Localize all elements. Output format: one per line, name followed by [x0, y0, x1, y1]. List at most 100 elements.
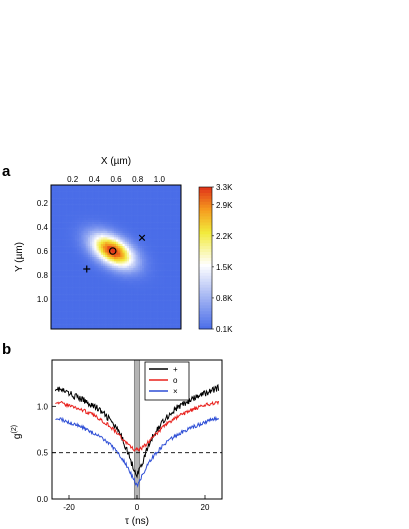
heatmap-cell [105, 185, 108, 188]
heatmap-cell [53, 187, 56, 190]
heatmap-cell [174, 315, 177, 319]
heatmap-cell [109, 298, 112, 301]
heatmap-cell [155, 195, 158, 199]
heatmap-cell [90, 313, 93, 317]
heatmap-cell [81, 265, 84, 269]
heatmap-cell [155, 239, 158, 243]
heatmap-cell [79, 246, 82, 249]
heatmap-cell [53, 274, 56, 277]
heatmap-cell [174, 215, 177, 219]
heatmap-cell [72, 248, 76, 251]
heatmap-cell [137, 309, 141, 312]
heatmap-cell [53, 278, 56, 282]
heatmap-cell [159, 254, 162, 258]
heatmap-cell [148, 289, 151, 293]
colorbar-segment [199, 219, 212, 223]
heatmap-cell [152, 261, 156, 264]
heatmap-cell [133, 259, 136, 262]
heatmap-cell [90, 281, 93, 284]
heatmap-cell [116, 243, 119, 247]
heatmap-cell [103, 267, 106, 271]
heatmap-cell [142, 248, 145, 251]
heatmap-cell [131, 326, 134, 330]
heatmap-cell [118, 313, 121, 317]
heatmap-cell [92, 243, 95, 247]
heatmap-cell [176, 259, 180, 262]
heatmap-cell [157, 324, 160, 328]
heatmap-cell [66, 259, 69, 262]
heatmap-cell [96, 285, 99, 288]
heatmap-cell [87, 278, 91, 282]
heatmap-cell [57, 195, 60, 199]
heatmap-cell [57, 209, 60, 212]
heatmap-cell [96, 200, 99, 203]
heatmap-cell [178, 187, 182, 190]
heatmap-cell [137, 276, 141, 280]
heatmap-cell [77, 265, 80, 269]
heatmap-cell [133, 261, 136, 264]
heatmap-cell [83, 276, 86, 280]
heatmap-cell [100, 217, 104, 221]
heatmap-cell [111, 217, 115, 221]
heatmap-cell [139, 324, 143, 328]
heatmap-cell [72, 289, 76, 293]
heatmap-cell [170, 289, 173, 293]
heatmap-cell [172, 315, 175, 319]
heatmap-cell [83, 217, 86, 221]
heatmap-cell [174, 226, 177, 229]
heatmap-cell [178, 324, 182, 328]
heatmap-cell [144, 263, 147, 267]
heatmap-cell [174, 200, 177, 203]
heatmap-cell [51, 252, 54, 256]
heatmap-cell [176, 213, 180, 216]
heatmap-cell [72, 254, 76, 258]
heatmap-cell [157, 274, 160, 277]
heatmap-cell [118, 305, 121, 308]
heatmap-cell [159, 320, 162, 323]
heatmap-cell [144, 215, 147, 219]
heatmap-cell [51, 278, 54, 282]
heatmap-cell [61, 241, 65, 245]
heatmap-cell [90, 233, 93, 236]
heatmap-cell [118, 233, 121, 236]
heatmap-cell [70, 298, 73, 301]
colorbar-segment [199, 228, 212, 232]
heatmap-cell [129, 320, 132, 323]
heatmap-cell [113, 261, 117, 264]
heatmap-cell [159, 219, 162, 223]
heatmap-cell [66, 226, 69, 229]
heatmap-cell [176, 215, 180, 219]
heatmap-cell [66, 250, 69, 253]
heatmap-cell [53, 206, 56, 210]
heatmap-cell [61, 311, 65, 315]
heatmap-cell [111, 305, 115, 308]
heatmap-cell [90, 283, 93, 286]
heatmap-cell [61, 287, 65, 291]
heatmap-cell [137, 285, 141, 288]
heatmap-cell [142, 322, 145, 325]
heatmap-cell [57, 313, 60, 317]
heatmap-cell [100, 289, 104, 293]
heatmap-cell [98, 252, 102, 256]
heatmap-cell [146, 278, 149, 282]
heatmap-cell [90, 193, 93, 197]
heatmap-cell [135, 296, 138, 299]
heatmap-cell [148, 320, 151, 323]
heatmap-cell [146, 233, 149, 236]
heatmap-cell [161, 209, 164, 212]
heatmap-cell [92, 235, 95, 238]
heatmap-cell [124, 239, 128, 243]
heatmap-cell [122, 226, 125, 229]
heatmap-cell [87, 217, 91, 221]
heatmap-cell [116, 206, 119, 210]
heatmap-cell [152, 311, 156, 315]
heatmap-cell [51, 237, 54, 240]
heatmap-cell [139, 195, 143, 199]
heatmap-cell [146, 209, 149, 212]
heatmap-cell [66, 318, 69, 321]
heatmap-cell [161, 281, 164, 284]
heatmap-cell [96, 195, 99, 199]
heatmap-cell [109, 224, 112, 227]
heatmap-cell [144, 305, 147, 308]
heatmap-cell [133, 191, 136, 195]
